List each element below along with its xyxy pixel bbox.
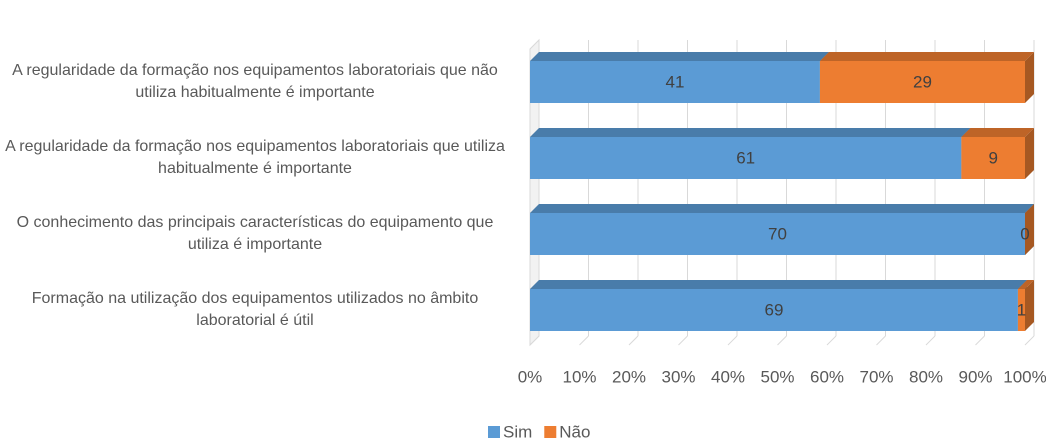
grid-line <box>727 335 738 346</box>
bar-face <box>961 128 1034 137</box>
data-label: 41 <box>666 72 685 91</box>
bar-segment <box>961 128 1034 179</box>
bar-face <box>530 61 820 103</box>
x-tick-label: 100% <box>1003 367 1046 386</box>
x-tick-label: 40% <box>711 367 745 386</box>
bar-face <box>530 213 1025 255</box>
legend-label: Não <box>559 422 590 441</box>
bar-segment <box>530 128 971 179</box>
x-tick-label: 10% <box>562 367 596 386</box>
grid-line <box>777 335 787 346</box>
bar-face <box>1025 128 1034 179</box>
data-label: 9 <box>988 148 997 167</box>
data-label: 70 <box>768 224 787 243</box>
bar-face <box>530 204 1034 213</box>
bar-face <box>819 61 1025 103</box>
legend-label: Sim <box>503 422 532 441</box>
bar-face <box>819 52 1034 61</box>
bar-face <box>530 280 1027 289</box>
bar-face <box>1025 280 1034 331</box>
data-label: 29 <box>913 72 932 91</box>
bar-face <box>1017 280 1034 289</box>
x-tick-label: 90% <box>958 367 992 386</box>
grid-line <box>579 335 589 346</box>
bar-segment <box>1025 204 1034 255</box>
x-tick-label: 70% <box>859 367 893 386</box>
legend-swatch <box>544 426 557 438</box>
grid-line <box>975 335 985 346</box>
bar-face <box>530 52 829 61</box>
bar-segment <box>1017 280 1034 331</box>
x-tick-label: 20% <box>612 367 646 386</box>
data-label: 0 <box>1020 224 1029 243</box>
grid-line <box>628 335 639 346</box>
grid-line <box>925 335 936 346</box>
grid-line <box>876 335 886 346</box>
category-label: A regularidade da formação nos equipamen… <box>5 138 505 177</box>
category-label: O conhecimento das principais caracterís… <box>16 214 494 253</box>
grid-line <box>1024 335 1035 346</box>
bar-segment <box>530 280 1027 331</box>
x-tick-label: 60% <box>810 367 844 386</box>
category-label: Formação na utilização dos equipamentos … <box>31 290 479 329</box>
x-tick-label: 80% <box>909 367 943 386</box>
bar-face <box>1025 204 1034 255</box>
bar-face <box>530 137 962 179</box>
bar-face <box>1017 289 1025 331</box>
grid-line <box>826 335 837 346</box>
x-tick-label: 0% <box>518 367 543 386</box>
grid-line <box>678 335 688 346</box>
x-tick-label: 30% <box>661 367 695 386</box>
legend-swatch <box>488 426 500 438</box>
data-label: 1 <box>1017 300 1026 319</box>
bar-face <box>530 128 971 137</box>
bar-face <box>961 137 1025 179</box>
bar-segment <box>819 52 1034 103</box>
data-label: 69 <box>765 300 784 319</box>
data-label: 61 <box>736 148 755 167</box>
bar-face <box>1025 52 1034 103</box>
category-label: A regularidade da formação nos equipamen… <box>12 62 498 101</box>
bar-face <box>530 289 1018 331</box>
x-tick-label: 50% <box>760 367 794 386</box>
